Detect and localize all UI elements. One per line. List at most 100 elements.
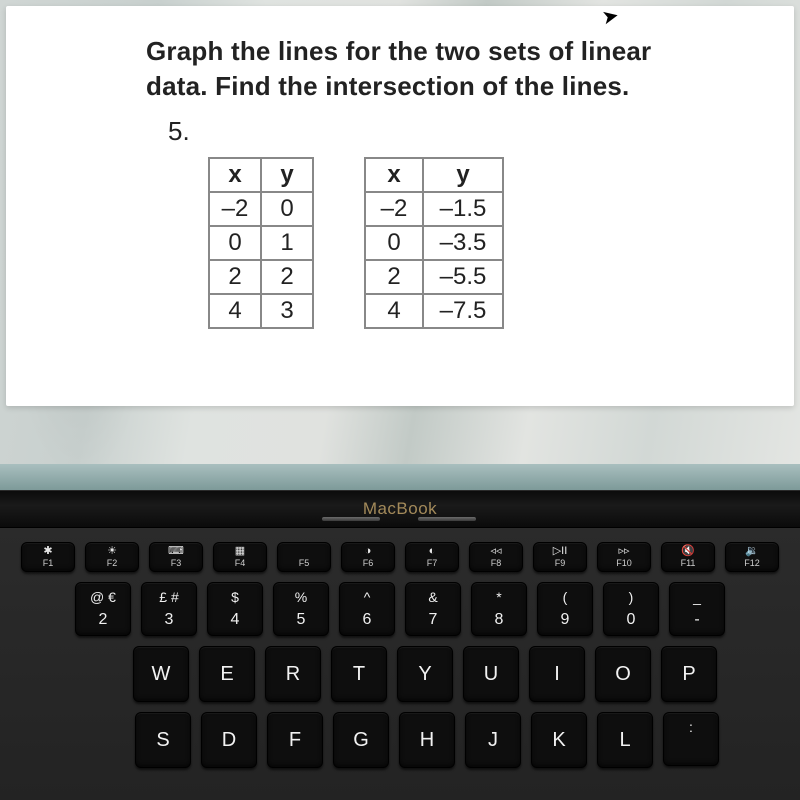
question-number: 5. xyxy=(168,116,754,147)
key-symbol: ( xyxy=(538,589,592,605)
key-w[interactable]: W xyxy=(133,646,189,702)
key-y[interactable]: Y xyxy=(397,646,453,702)
key-h[interactable]: H xyxy=(399,712,455,768)
table-header-row: x y xyxy=(365,158,503,192)
col-header: y xyxy=(261,158,313,192)
key-g[interactable]: G xyxy=(333,712,389,768)
table-row: 4–7.5 xyxy=(365,294,503,328)
key-6[interactable]: ^6 xyxy=(339,582,395,636)
table-row: 43 xyxy=(209,294,313,328)
prompt-line-2: data. Find the intersection of the lines… xyxy=(146,71,629,101)
prompt-line-1: Graph the lines for the two sets of line… xyxy=(146,36,651,66)
key-label: F11 xyxy=(662,559,714,568)
key-glyph: 🔉 xyxy=(726,546,778,557)
key-2[interactable]: @ € 2 xyxy=(75,582,131,636)
key-label: U xyxy=(484,663,498,686)
key-3[interactable]: £ # 3 xyxy=(141,582,197,636)
key-label: R xyxy=(286,663,300,686)
key-f12[interactable]: 🔉 F12 xyxy=(725,542,779,572)
key-label: F7 xyxy=(406,559,458,568)
key-e[interactable]: E xyxy=(199,646,255,702)
key-f2[interactable]: ☀ F2 xyxy=(85,542,139,572)
number-key-row: @ €2£ #3$4%5^6&7*8(9)0_- xyxy=(20,582,780,636)
key-5[interactable]: %5 xyxy=(273,582,329,636)
key-label: H xyxy=(420,729,434,752)
key-u[interactable]: U xyxy=(463,646,519,702)
key-symbol: £ # xyxy=(142,589,196,605)
key-symbol: $ xyxy=(208,589,262,605)
key--[interactable]: _- xyxy=(669,582,725,636)
key-label: F6 xyxy=(342,559,394,568)
key-label: P xyxy=(682,663,695,686)
key-glyph: ▦ xyxy=(214,546,266,557)
laptop-hinge: MacBook xyxy=(0,490,800,528)
key-label: 3 xyxy=(142,611,196,629)
key-f6[interactable]: ◑F6 xyxy=(341,542,395,572)
key-symbol: @ € xyxy=(76,589,130,605)
key-label: F12 xyxy=(726,559,778,568)
key-label: Y xyxy=(418,663,431,686)
key-label: F9 xyxy=(534,559,586,568)
key-semicolon[interactable]: : xyxy=(663,712,719,766)
key-f9[interactable]: ▷II F9 xyxy=(533,542,587,572)
table-row: 22 xyxy=(209,260,313,294)
key-f7[interactable]: ◐F7 xyxy=(405,542,459,572)
key-f[interactable]: F xyxy=(267,712,323,768)
key-label: J xyxy=(488,729,498,752)
key-glyph: ▷II xyxy=(534,546,586,557)
key-symbol: ) xyxy=(604,589,658,605)
key-label: G xyxy=(353,729,369,752)
key-label: S xyxy=(156,729,169,752)
key-k[interactable]: K xyxy=(531,712,587,768)
col-header: y xyxy=(423,158,503,192)
key-d[interactable]: D xyxy=(201,712,257,768)
key-0[interactable]: )0 xyxy=(603,582,659,636)
key-glyph: ☀ xyxy=(86,546,138,557)
key-f4[interactable]: ▦ F4 xyxy=(213,542,267,572)
key-r[interactable]: R xyxy=(265,646,321,702)
key-glyph: ✱ xyxy=(22,546,74,557)
key-label: 5 xyxy=(274,611,328,629)
key-s[interactable]: S xyxy=(135,712,191,768)
tables-container: x y –20 01 22 43 x y –2–1.5 0–3.5 2–5.5 … xyxy=(208,157,754,329)
keyboard-deck: ✱F1☀F2⌨F3▦F4F5◑F6◐F7◃◃F8▷IIF9▹▹F10🔇F11🔉F… xyxy=(0,528,800,800)
key-4[interactable]: $4 xyxy=(207,582,263,636)
key-l[interactable]: L xyxy=(597,712,653,768)
key-symbol: % xyxy=(274,589,328,605)
key-symbol: ^ xyxy=(340,589,394,605)
key-label: F4 xyxy=(214,559,266,568)
key-p[interactable]: P xyxy=(661,646,717,702)
col-header: x xyxy=(365,158,423,192)
col-header: x xyxy=(209,158,261,192)
key-f5[interactable]: F5 xyxy=(277,542,331,572)
key-label: T xyxy=(353,663,365,686)
key-f8[interactable]: ◃◃F8 xyxy=(469,542,523,572)
data-table-1: x y –20 01 22 43 xyxy=(208,157,314,329)
key-t[interactable]: T xyxy=(331,646,387,702)
key-j[interactable]: J xyxy=(465,712,521,768)
key-label: K xyxy=(552,729,565,752)
key-o[interactable]: O xyxy=(595,646,651,702)
key-f11[interactable]: 🔇 F11 xyxy=(661,542,715,572)
key-label: 0 xyxy=(604,611,658,629)
hinge-slot xyxy=(418,517,476,521)
key-label: F5 xyxy=(278,559,330,568)
key-8[interactable]: *8 xyxy=(471,582,527,636)
key-f1[interactable]: ✱F1 xyxy=(21,542,75,572)
key-i[interactable]: I xyxy=(529,646,585,702)
letter-key-row: W E R T Y U IO P xyxy=(20,646,780,702)
key-glyph: ▹▹ xyxy=(598,546,650,557)
key-label: F10 xyxy=(598,559,650,568)
key-f3[interactable]: ⌨F3 xyxy=(149,542,203,572)
key-label: W xyxy=(152,663,171,686)
key-symbol: & xyxy=(406,589,460,605)
macbook-logo: MacBook xyxy=(363,499,437,519)
key-label: 2 xyxy=(76,611,130,629)
table-row: –20 xyxy=(209,192,313,226)
key-7[interactable]: &7 xyxy=(405,582,461,636)
key-f10[interactable]: ▹▹ F10 xyxy=(597,542,651,572)
key-9[interactable]: (9 xyxy=(537,582,593,636)
key-glyph: 🔇 xyxy=(662,546,714,557)
key-label: F2 xyxy=(86,559,138,568)
key-label: E xyxy=(220,663,233,686)
